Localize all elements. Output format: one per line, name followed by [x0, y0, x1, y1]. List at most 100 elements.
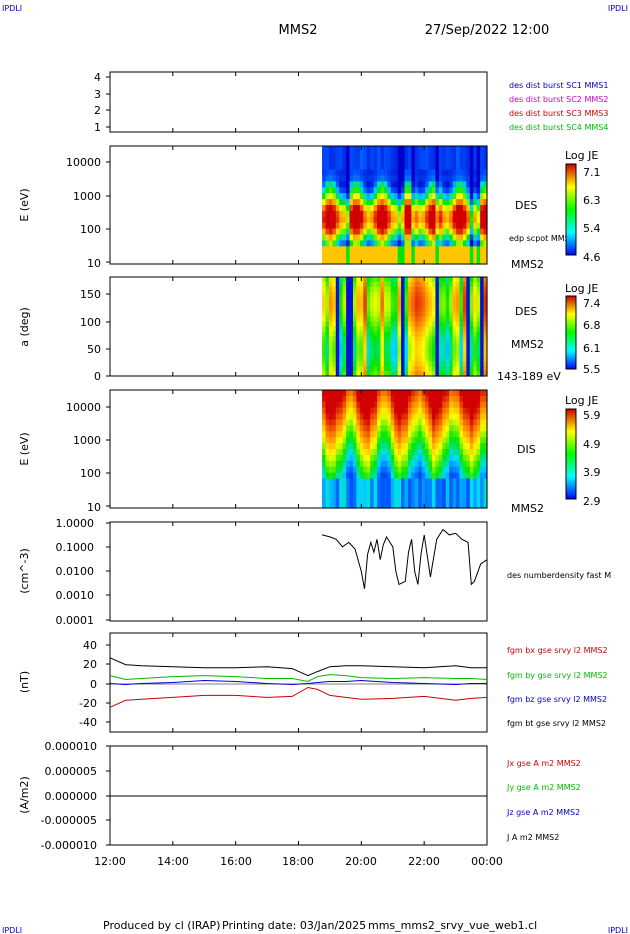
spectrogram-cell [390, 395, 395, 403]
spectrogram-cell [445, 346, 450, 352]
spectrogram-cell [377, 437, 382, 444]
spectrogram-cell [332, 502, 337, 509]
spectrogram-cell [342, 466, 347, 474]
spectrogram-cell [397, 390, 402, 397]
spectrogram-cell [335, 187, 340, 194]
spectrogram-cell [473, 252, 478, 259]
spectrogram-cell [432, 246, 437, 253]
spectrogram-cell [435, 346, 440, 352]
spectrogram-cell [476, 175, 481, 182]
y-axis-ticks [106, 161, 110, 263]
spectrogram-cell [397, 443, 402, 450]
spectrogram-cell [359, 366, 364, 372]
spectrogram-cell [483, 478, 488, 485]
spectrogram-cell [356, 326, 361, 333]
spectrogram-cell [387, 210, 392, 218]
spectrogram-cell [380, 361, 385, 367]
spectrogram-cell [352, 351, 358, 357]
spectrogram-cell [356, 472, 361, 480]
spectrogram-cell [462, 146, 467, 153]
spectrogram-cell [473, 361, 478, 367]
spectrogram-cell [438, 291, 443, 298]
spectrogram-cell [438, 356, 443, 362]
spectrogram-cell [328, 281, 333, 288]
spectrogram-cell [380, 336, 385, 342]
spectrogram-cell [411, 258, 416, 265]
spectrogram-cell [359, 306, 364, 313]
spectrogram-cell [366, 228, 371, 236]
spectrogram-cell [332, 331, 337, 337]
spectrogram-cell [390, 286, 395, 293]
spectrogram-cell [332, 496, 337, 503]
spectrogram-cell [466, 228, 471, 236]
spectrogram-cell [483, 252, 488, 259]
spectrogram-cell [366, 413, 371, 421]
spectrogram-cell [394, 437, 399, 444]
spectrogram-cell [322, 240, 327, 247]
spectrogram-cell [480, 216, 485, 224]
spectrogram-cell [394, 496, 399, 503]
spectrogram-cell [462, 496, 467, 503]
spectrogram-cell [432, 151, 437, 159]
spectrogram-cell [442, 326, 447, 333]
spectrogram-cell [407, 291, 413, 298]
spectrogram-cell [387, 234, 392, 241]
spectrogram-cell [418, 311, 423, 318]
panel-des-energy: 10 100 1000 10000 E (eV) DES edp scpot M… [18, 145, 601, 271]
spectrogram-cell [335, 205, 340, 212]
spectrogram-cell [352, 502, 358, 509]
panel-frame [109, 71, 488, 133]
spectrogram-cell [428, 216, 433, 224]
spectrogram-cell [356, 163, 361, 171]
spectrogram-cell [366, 460, 371, 468]
spectrogram-cell [425, 216, 430, 224]
spectrogram-cell [425, 316, 430, 323]
spectrogram-cell [387, 341, 392, 347]
spectrogram-cell [377, 216, 382, 224]
spectrogram-cell [476, 252, 481, 259]
spectrogram-cell [373, 395, 378, 403]
spectrogram-cell [442, 346, 447, 352]
spectrogram-cell [414, 341, 419, 347]
spectrogram-cell [322, 336, 327, 342]
spectrogram-cell [469, 234, 474, 241]
spectrogram-cell [325, 460, 330, 468]
spectrogram-cell [466, 175, 471, 182]
spectrogram-cell [469, 502, 474, 509]
spectrogram-cell [397, 361, 402, 367]
spectrogram-cell [390, 351, 395, 357]
instrument-label: DES [515, 305, 537, 318]
spectrogram-cell [328, 246, 333, 253]
spectrogram-cell [469, 187, 474, 194]
colorbar-tick: 6.3 [583, 194, 601, 207]
spectrogram-cell [404, 484, 409, 491]
spectrogram-cell [432, 443, 437, 450]
spectrogram-cell [466, 336, 471, 342]
spectrogram-cell [359, 146, 364, 153]
spectrogram-cell [449, 484, 454, 491]
spectrogram-cell [346, 316, 351, 323]
spectrogram-cell [377, 291, 382, 298]
spectrogram-cell [404, 277, 409, 283]
spectrogram-cell [363, 187, 368, 194]
spectrogram-cell [462, 449, 467, 456]
spectrogram-cell [401, 371, 406, 377]
spectrogram-cell [428, 228, 433, 236]
spectrogram-cell [373, 316, 378, 323]
spectrogram-cell [435, 331, 440, 337]
spectrogram-cell [411, 146, 416, 153]
spectrogram-cell [449, 187, 454, 194]
spectrogram-cell [394, 443, 399, 450]
spectrogram-cell [352, 321, 358, 328]
spectrogram-cell [387, 449, 392, 456]
spectrogram-cell [373, 193, 378, 200]
spectrogram-cell [325, 366, 330, 372]
spectrogram-cell [349, 306, 354, 313]
spectrogram-cell [401, 407, 406, 415]
spectrogram-cell [476, 163, 481, 171]
spectrogram-cell [377, 311, 382, 318]
spectrogram-cell [387, 163, 392, 171]
spectrogram-cell [325, 472, 330, 480]
spectrogram-cell [418, 316, 423, 323]
spectrogram-cell [380, 437, 385, 444]
